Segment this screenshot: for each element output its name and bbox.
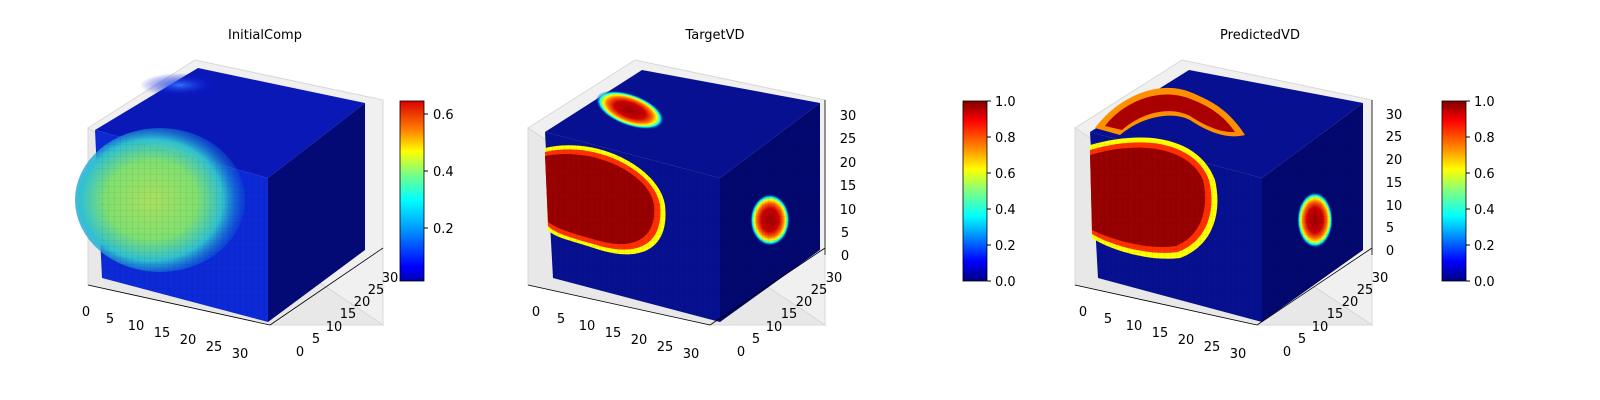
z-tick-label: 5 bbox=[841, 226, 849, 241]
x-tick-label: 30 bbox=[232, 347, 249, 362]
cube-voxel-grid-side bbox=[720, 103, 820, 322]
z-tick-label: 10 bbox=[1386, 199, 1403, 214]
x-axis-line bbox=[87, 284, 271, 326]
y-tick-label: 0 bbox=[737, 345, 745, 360]
y-tick-label: 0 bbox=[1283, 345, 1291, 360]
y-tick-label: 15 bbox=[340, 307, 357, 322]
y-axis-line bbox=[1256, 247, 1373, 326]
colorbar-tick-label: 0.8 bbox=[1474, 131, 1495, 146]
z-tick-label: 25 bbox=[1386, 130, 1403, 145]
y-tick-label: 25 bbox=[811, 283, 828, 298]
cube-voxel-grid-side bbox=[268, 103, 365, 322]
colorbar-tick-label: 0.0 bbox=[1474, 275, 1495, 290]
z-tick-label: 5 bbox=[1386, 221, 1394, 236]
x-tick-label: 25 bbox=[657, 340, 674, 355]
x-tick-label: 30 bbox=[683, 347, 700, 362]
cube-voxel-grid bbox=[1090, 132, 1262, 322]
x-tick-label: 10 bbox=[128, 319, 145, 334]
colorbar-tick-label: 0.4 bbox=[995, 203, 1016, 218]
y-tick-label: 0 bbox=[296, 345, 304, 360]
colorbar bbox=[962, 100, 988, 282]
y-tick-label: 20 bbox=[354, 295, 371, 310]
cube-voxel-grid bbox=[545, 132, 720, 322]
z-tick-label: 0 bbox=[841, 249, 849, 264]
z-tick-label: 15 bbox=[840, 179, 857, 194]
cube-top-highlight bbox=[140, 73, 220, 97]
cube-voxel-grid bbox=[95, 130, 268, 322]
colorbar-tick-label: 0.2 bbox=[1474, 239, 1495, 254]
x-tick-label: 20 bbox=[180, 333, 197, 348]
x-tick-label: 5 bbox=[106, 312, 114, 327]
colorbar-tick-label: 1.0 bbox=[1474, 95, 1495, 110]
z-tick-label: 20 bbox=[1386, 153, 1403, 168]
panel-predictedvd: PredictedVD 0 5 10 15 20 25 30 0 5 10 15… bbox=[1074, 28, 1495, 362]
colorbar-tick-label: 0.2 bbox=[995, 239, 1016, 254]
cube-top-region-core bbox=[1105, 94, 1235, 133]
z-tick-label: 30 bbox=[1386, 108, 1403, 123]
x-axis-line bbox=[1074, 284, 1258, 326]
z-tick-label: 20 bbox=[840, 156, 857, 171]
y-tick-label: 30 bbox=[382, 271, 399, 286]
colorbar-tick-label: 0.4 bbox=[1474, 203, 1495, 218]
colorbar bbox=[1441, 100, 1467, 282]
x-tick-label: 10 bbox=[1126, 319, 1143, 334]
colorbar-tick-label: 0.0 bbox=[995, 275, 1016, 290]
y-tick-label: 10 bbox=[766, 320, 783, 335]
colorbar-tick-label: 0.4 bbox=[433, 165, 454, 180]
z-tick-label: 25 bbox=[840, 132, 857, 147]
x-tick-label: 0 bbox=[82, 305, 90, 320]
x-tick-label: 0 bbox=[1079, 305, 1087, 320]
y-tick-label: 5 bbox=[752, 332, 760, 347]
panel-targetvd: TargetVD 0 5 10 15 20 25 30 0 5 10 15 20… bbox=[527, 28, 1016, 362]
panel-initialcomp: InitialComp 0 5 10 15 20 25 30 0 5 10 15… bbox=[75, 28, 454, 362]
panel-title: PredictedVD bbox=[1220, 28, 1300, 43]
colorbar-tick-label: 1.0 bbox=[995, 95, 1016, 110]
colorbar-tick-label: 0.6 bbox=[1474, 167, 1495, 182]
colorbar-tick-label: 0.6 bbox=[995, 167, 1016, 182]
panel-title: InitialComp bbox=[228, 28, 302, 43]
colorbar-tick-label: 0.6 bbox=[433, 108, 454, 123]
colorbar-tick-label: 0.8 bbox=[995, 131, 1016, 146]
y-tick-label: 10 bbox=[1312, 320, 1329, 335]
x-tick-label: 5 bbox=[557, 312, 565, 327]
panel-title: TargetVD bbox=[684, 28, 744, 43]
cube-top-hotspot bbox=[595, 90, 665, 130]
x-tick-label: 20 bbox=[631, 333, 648, 348]
colorbar bbox=[399, 100, 425, 282]
z-tick-label: 0 bbox=[1386, 244, 1394, 259]
z-tick-label: 30 bbox=[840, 109, 857, 124]
x-tick-label: 5 bbox=[1104, 312, 1112, 327]
x-axis-line bbox=[527, 284, 711, 326]
x-tick-label: 0 bbox=[532, 305, 540, 320]
x-tick-label: 15 bbox=[154, 326, 171, 341]
y-tick-label: 20 bbox=[796, 295, 813, 310]
y-tick-label: 20 bbox=[1342, 295, 1359, 310]
y-tick-label: 5 bbox=[1298, 332, 1306, 347]
cube-voxel-grid-side bbox=[1262, 103, 1363, 322]
x-tick-label: 30 bbox=[1230, 347, 1247, 362]
colorbar-tick-label: 0.2 bbox=[433, 222, 454, 237]
x-tick-label: 15 bbox=[1152, 326, 1169, 341]
y-tick-label: 30 bbox=[826, 271, 843, 286]
y-axis-line bbox=[709, 247, 826, 326]
y-axis-line bbox=[269, 247, 384, 326]
z-tick-label: 15 bbox=[1386, 176, 1403, 191]
y-tick-label: 10 bbox=[326, 320, 343, 335]
z-tick-label: 10 bbox=[840, 203, 857, 218]
y-tick-label: 25 bbox=[368, 283, 385, 298]
x-tick-label: 15 bbox=[605, 326, 622, 341]
y-tick-label: 30 bbox=[1372, 271, 1389, 286]
y-tick-label: 15 bbox=[1327, 307, 1344, 322]
x-tick-label: 25 bbox=[1204, 340, 1221, 355]
x-tick-label: 20 bbox=[1178, 333, 1195, 348]
x-tick-label: 25 bbox=[206, 340, 223, 355]
y-tick-label: 5 bbox=[312, 332, 320, 347]
y-tick-label: 25 bbox=[1357, 283, 1374, 298]
x-tick-label: 10 bbox=[579, 319, 596, 334]
y-tick-label: 15 bbox=[781, 307, 798, 322]
